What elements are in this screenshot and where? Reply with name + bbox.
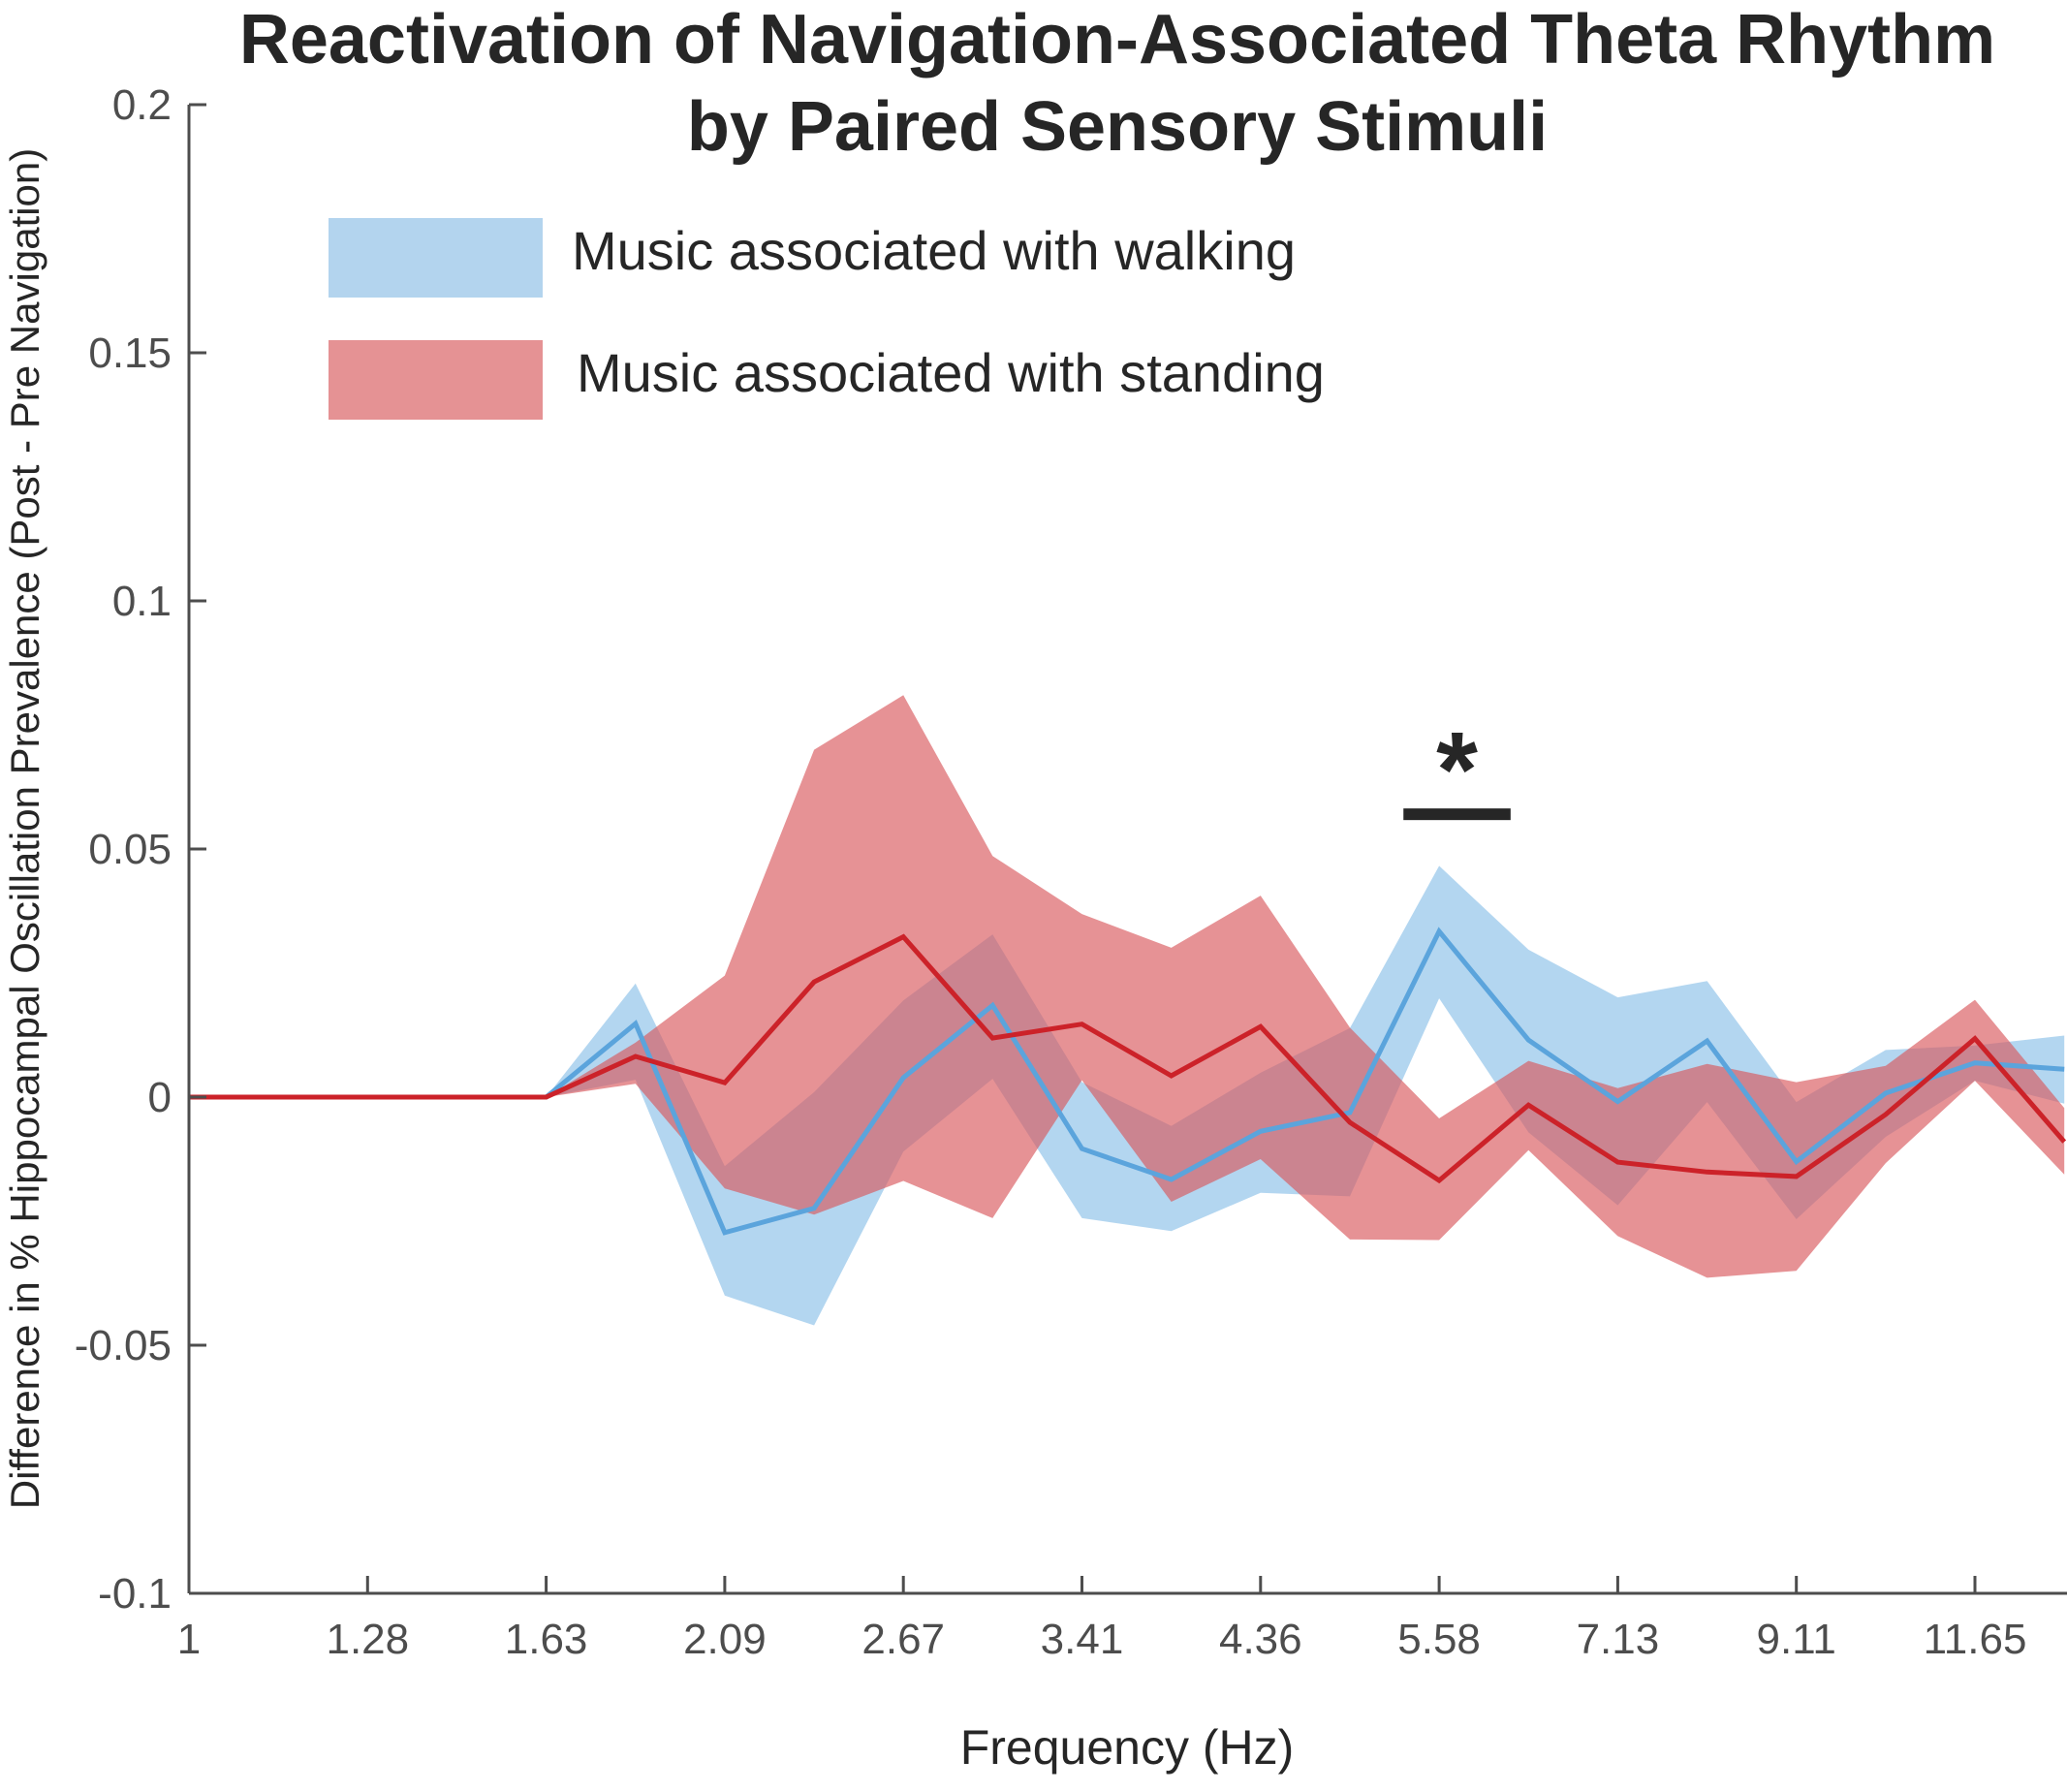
legend-label-walking: Music associated with walking bbox=[572, 220, 1296, 281]
x-tick-label: 5.58 bbox=[1397, 1616, 1481, 1663]
confidence-bands bbox=[189, 695, 2065, 1326]
band-standing bbox=[189, 695, 2065, 1278]
y-tick-label: -0.05 bbox=[75, 1322, 172, 1369]
chart-title-line-2: by Paired Sensory Stimuli bbox=[687, 88, 1548, 166]
axes bbox=[187, 105, 2067, 1595]
x-tick-label: 11.65 bbox=[1924, 1616, 2027, 1663]
series-lines bbox=[188, 927, 2067, 1236]
x-tick-label: 9.11 bbox=[1757, 1616, 1836, 1663]
line-standing bbox=[189, 933, 2067, 1184]
chart-title-line-1: Reactivation of Navigation-Associated Th… bbox=[239, 1, 1995, 79]
x-tick-label: 2.67 bbox=[861, 1616, 945, 1663]
x-tick-label: 7.13 bbox=[1577, 1616, 1660, 1663]
y-tick-label: 0 bbox=[148, 1074, 172, 1121]
x-ticks: 1 1.28 1.63 2.09 2.67 3.41 4.36 5.58 7.13 9.11 11.… bbox=[177, 1576, 2027, 1663]
significance-annotation: * bbox=[1403, 710, 1511, 830]
significance-bar bbox=[1403, 808, 1511, 821]
legend-label-standing: Music associated with standing bbox=[577, 342, 1325, 403]
y-tick-label: 0.05 bbox=[88, 826, 172, 873]
x-tick-label: 1 bbox=[177, 1616, 201, 1663]
x-tick-label: 4.36 bbox=[1219, 1616, 1302, 1663]
y-tick-label: 0.1 bbox=[112, 578, 172, 625]
x-tick-label: 3.41 bbox=[1041, 1616, 1124, 1663]
x-tick-label: 2.09 bbox=[683, 1616, 767, 1663]
y-tick-label: 0.15 bbox=[88, 330, 172, 377]
legend: Music associated with walking Music asso… bbox=[329, 218, 1325, 420]
y-ticks: 0.2 0.15 0.1 0.05 0 -0.05 -0.1 bbox=[75, 81, 206, 1618]
legend-swatch-walking bbox=[329, 218, 543, 298]
y-tick-label: 0.2 bbox=[112, 81, 172, 129]
x-tick-label: 1.63 bbox=[505, 1616, 588, 1663]
y-axis-label: Difference in % Hippocampal Oscillation … bbox=[2, 148, 47, 1510]
x-axis-label: Frequency (Hz) bbox=[960, 1720, 1295, 1775]
x-tick-label: 1.28 bbox=[326, 1616, 409, 1663]
legend-swatch-standing bbox=[329, 340, 543, 420]
y-tick-label: -0.1 bbox=[98, 1570, 172, 1618]
